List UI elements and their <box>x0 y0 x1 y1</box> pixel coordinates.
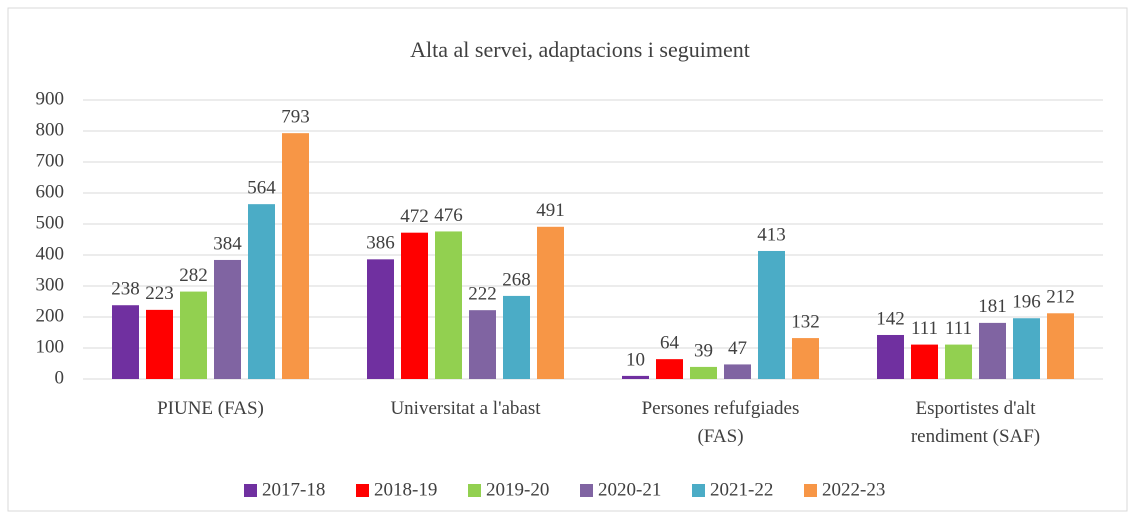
data-label: 39 <box>694 340 713 361</box>
legend-swatch <box>244 484 257 497</box>
y-tick-label: 900 <box>36 88 65 109</box>
y-tick-label: 600 <box>36 181 65 202</box>
y-tick-label: 800 <box>36 119 65 140</box>
data-label: 212 <box>1046 287 1075 308</box>
legend-label: 2021-22 <box>710 479 773 500</box>
data-label: 386 <box>366 233 395 254</box>
data-label: 282 <box>179 265 208 286</box>
bar <box>656 359 683 379</box>
y-tick-label: 300 <box>36 274 65 295</box>
data-label: 413 <box>757 224 786 245</box>
x-tick-label: Universitat a l'abast <box>390 398 541 419</box>
bar <box>911 344 938 379</box>
legend-label: 2018-19 <box>374 479 437 500</box>
y-tick-label: 100 <box>36 336 65 357</box>
data-label: 223 <box>145 283 174 304</box>
y-tick-label: 700 <box>36 150 65 171</box>
data-label: 268 <box>502 269 531 290</box>
data-label: 47 <box>728 338 747 359</box>
data-label: 491 <box>536 200 565 221</box>
legend-swatch <box>356 484 369 497</box>
data-label: 476 <box>434 205 463 226</box>
bar <box>1047 313 1074 379</box>
data-label: 222 <box>468 284 497 305</box>
legend-swatch <box>692 484 705 497</box>
bar <box>146 309 173 379</box>
bar <box>214 259 241 379</box>
bar <box>792 338 819 379</box>
data-label: 10 <box>626 349 645 370</box>
data-label: 142 <box>876 308 905 329</box>
y-tick-label: 200 <box>36 305 65 326</box>
data-label: 64 <box>660 333 680 354</box>
y-tick-label: 0 <box>55 367 65 388</box>
legend-label: 2020-21 <box>598 479 661 500</box>
bar <box>537 226 564 379</box>
legend-swatch <box>468 484 481 497</box>
bar <box>877 334 904 379</box>
bar <box>435 231 462 379</box>
bar <box>945 344 972 379</box>
chart-title: Alta al servei, adaptacions i seguiment <box>410 37 750 62</box>
data-label: 181 <box>978 296 1007 317</box>
bar <box>248 204 275 379</box>
bar <box>724 364 751 379</box>
chart-frame <box>7 7 1128 512</box>
data-label: 238 <box>111 279 140 300</box>
data-label: 384 <box>213 233 242 254</box>
data-label: 793 <box>281 107 310 128</box>
data-label: 111 <box>911 318 938 339</box>
data-label: 472 <box>400 206 429 227</box>
bar <box>469 310 496 379</box>
bar <box>367 259 394 379</box>
legend-label: 2019-20 <box>486 479 549 500</box>
bar <box>401 232 428 379</box>
bar <box>758 250 785 379</box>
bar <box>979 322 1006 379</box>
bar <box>282 133 309 379</box>
bar <box>503 295 530 379</box>
legend-swatch <box>580 484 593 497</box>
data-label: 111 <box>945 318 972 339</box>
x-tick-label: Persones refufgiades (FAS) <box>642 398 800 447</box>
bar <box>112 305 139 379</box>
data-label: 132 <box>791 311 820 332</box>
data-label: 196 <box>1012 292 1041 313</box>
bar <box>622 375 649 379</box>
legend-label: 2022-23 <box>822 479 885 500</box>
bar <box>1013 318 1040 379</box>
data-label: 564 <box>247 178 276 199</box>
legend-swatch <box>804 484 817 497</box>
y-tick-label: 500 <box>36 212 65 233</box>
bar <box>690 366 717 379</box>
x-tick-label: Esportistes d'alt rendiment (SAF) <box>911 398 1040 447</box>
legend-label: 2017-18 <box>262 479 325 500</box>
bar <box>180 291 207 379</box>
x-tick-label: PIUNE (FAS) <box>157 398 264 419</box>
y-tick-label: 400 <box>36 243 65 264</box>
